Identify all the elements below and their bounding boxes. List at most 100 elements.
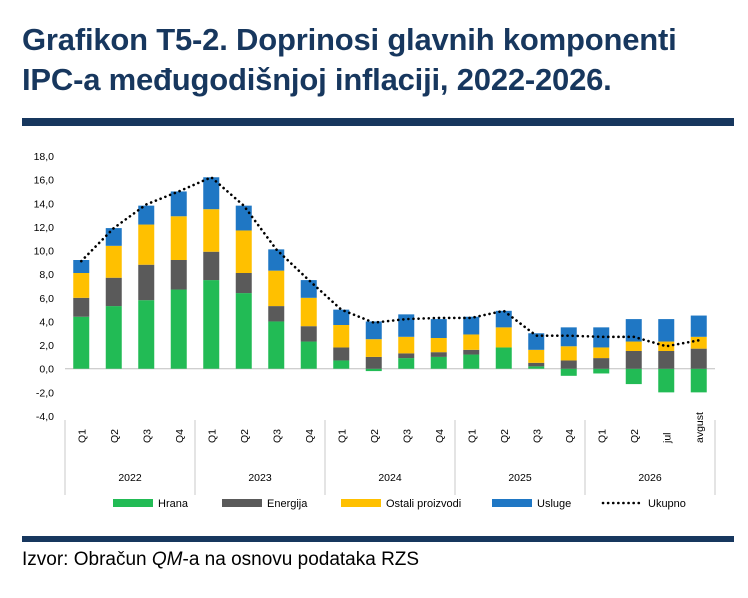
x-tick-label: Q1 [466,429,478,443]
x-axis-labels: Q1 Q2 Q3 Q4 Q1 Q2 Q3 Q4 Q1 Q2 Q3 Q4 Q1 Q2 Q3 Q4 Q1 Q2 jul a… [76,412,706,444]
bar-hrana [203,280,220,369]
bar-hrana [333,360,350,369]
bar-usluge [690,315,707,337]
bar-energija [365,356,382,369]
legend: Hrana Energija Ostali proizvodi Usluge Ukupn… [113,498,686,510]
year-label: 2024 [378,472,402,484]
source-divider [22,536,734,542]
bar-ostali-proizvodi [495,327,512,348]
bar-usluge [625,319,642,342]
bar-energija [170,260,187,290]
y-axis-labels: -4,0 -2,0 0,0 2,0 4,0 6,0 8,0 10,0 12,0 14,0 16,0 1… [34,151,55,423]
bar-usluge [138,205,155,225]
bar-energija [138,264,155,301]
year-label: 2026 [638,472,662,484]
x-tick-label: Q3 [141,429,153,443]
source-suffix: -a na osnovu podataka RZS [182,549,420,570]
bar-ostali-proizvodi [560,346,577,361]
contributions-chart: -4,0 -2,0 0,0 2,0 4,0 6,0 8,0 10,0 12,0 14,0 16,0 1… [34,151,716,510]
bar-ostali-proizvodi [333,325,350,348]
x-tick-label: avgust [694,412,706,443]
x-tick-label: Q4 [434,429,446,443]
bar-hrana [105,306,122,369]
bar-energija [658,351,675,369]
bar-ostali-proizvodi [625,341,642,351]
source-italic: QM [151,549,183,570]
bar-usluge [430,319,447,338]
chart-title-line-2: IPC-a međugodišnjoj inflaciji, 2022-2026… [22,62,612,97]
bar-energija [203,251,220,281]
x-tick-label: Q1 [76,429,88,443]
bar-usluge [560,327,577,347]
bar-hrana [560,368,577,376]
bar-usluge [528,333,545,350]
y-tick-label: 14,0 [34,198,55,210]
bar-energija [528,362,545,367]
bar-hrana [398,358,415,369]
bar-usluge [268,249,285,271]
x-tick-label: jul [661,432,673,444]
bar-usluge [333,309,350,325]
bar-hrana [268,321,285,369]
bar-energija [430,352,447,357]
bar-hrana [495,347,512,369]
chart-title: Grafikon T5-2. Doprinosi glavnih kompone… [22,20,732,100]
bar-usluge [300,280,317,298]
bar-ostali-proizvodi [528,349,545,363]
y-tick-label: 16,0 [34,175,55,187]
bar-energija [463,349,480,355]
legend-label: Usluge [537,498,571,510]
bar-energija [398,353,415,359]
chart-title-line-1: Grafikon T5-2. Doprinosi glavnih kompone… [22,22,677,57]
bar-usluge [170,191,187,217]
bar-hrana [138,300,155,369]
bar-ostali-proizvodi [268,270,285,307]
bar-ostali-proizvodi [203,209,220,252]
bar-hrana [170,289,187,369]
y-tick-label: 6,0 [39,293,54,305]
x-tick-label: Q2 [499,429,511,443]
legend-label: Ukupno [648,498,686,510]
legend-swatch [341,499,381,507]
bar-hrana [658,368,675,393]
bar-energija [333,347,350,361]
title-divider [22,118,734,126]
x-tick-label: Q2 [369,429,381,443]
y-tick-label: 2,0 [39,340,54,352]
bar-usluge [398,314,415,337]
bar-hrana [73,316,90,369]
bar-ostali-proizvodi [463,334,480,350]
bar-ostali-proizvodi [593,347,610,359]
bar-energija [268,306,285,322]
y-tick-label: 4,0 [39,316,54,328]
bar-ostali-proizvodi [430,338,447,353]
bar-ostali-proizvodi [105,245,122,278]
bar-energija [593,358,610,369]
bar-hrana [300,341,317,369]
x-tick-label: Q3 [271,429,283,443]
bar-hrana [365,368,382,372]
bar-ostali-proizvodi [398,336,415,354]
year-groups: 2022 2023 2024 2025 2026 [64,420,716,495]
bar-ostali-proizvodi [365,339,382,357]
y-tick-label: -4,0 [36,411,54,423]
x-tick-label: Q1 [206,429,218,443]
x-tick-label: Q1 [336,429,348,443]
x-tick-label: Q2 [239,429,251,443]
bar-ostali-proizvodi [170,216,187,260]
legend-label: Energija [267,498,308,510]
y-tick-label: -2,0 [36,387,54,399]
bar-usluge [203,177,220,210]
legend-swatch [492,499,532,507]
bar-ostali-proizvodi [690,336,707,349]
x-tick-label: Q4 [174,429,186,443]
bar-usluge [105,228,122,246]
bar-energija [73,297,90,317]
source-prefix: Izvor: Obračun [22,549,152,570]
bar-energija [560,360,577,369]
bar-energija [300,326,317,342]
x-tick-label: Q3 [401,429,413,443]
x-tick-label: Q4 [304,429,316,443]
y-tick-label: 8,0 [39,269,54,281]
x-tick-label: Q3 [531,429,543,443]
